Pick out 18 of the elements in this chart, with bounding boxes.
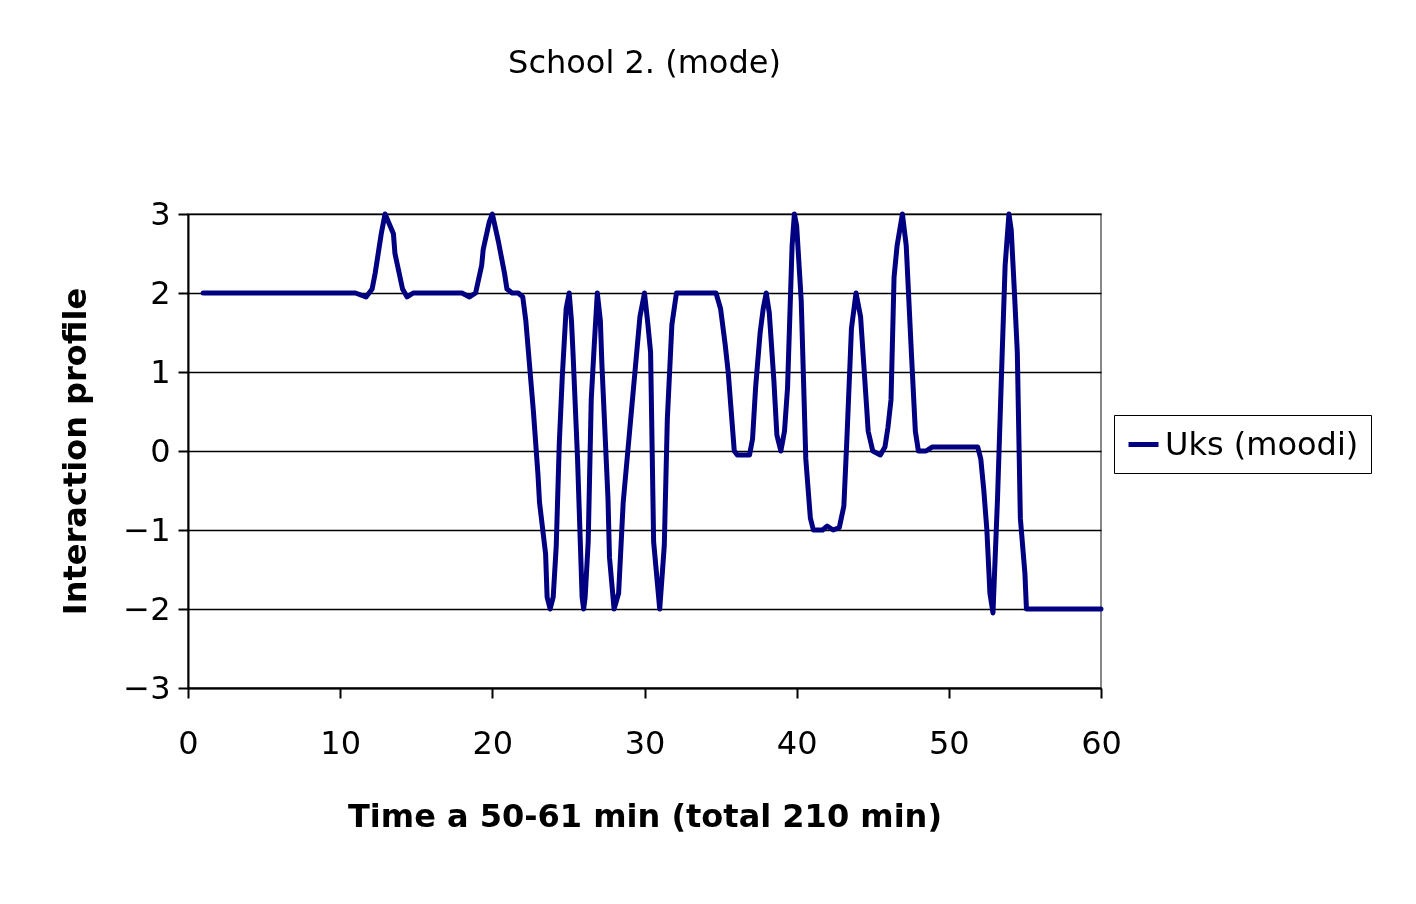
y-tick-label: −3 — [123, 668, 171, 707]
y-tick-label: −2 — [123, 589, 171, 628]
x-tick-label: 40 — [776, 723, 818, 762]
x-tick-label: 10 — [320, 723, 362, 762]
y-tick-label: 3 — [150, 194, 171, 233]
x-tick-label: 0 — [178, 723, 199, 762]
y-tick-label: −1 — [123, 510, 171, 549]
x-tick-label: 30 — [624, 723, 666, 762]
chart-title: School 2. (mode) — [508, 43, 781, 81]
x-tick-label: 20 — [472, 723, 514, 762]
x-axis-title: Time a 50-61 min (total 210 min) — [348, 796, 942, 835]
legend-label: Uks (moodi) — [1165, 424, 1359, 463]
y-tick-label: 2 — [150, 273, 171, 312]
y-tick-label: 1 — [150, 352, 171, 391]
y-tick-label: 0 — [150, 431, 171, 470]
y-axis-title: Interaction profile — [56, 287, 95, 616]
x-tick-label: 60 — [1081, 723, 1122, 762]
x-tick-label: 50 — [928, 723, 970, 762]
